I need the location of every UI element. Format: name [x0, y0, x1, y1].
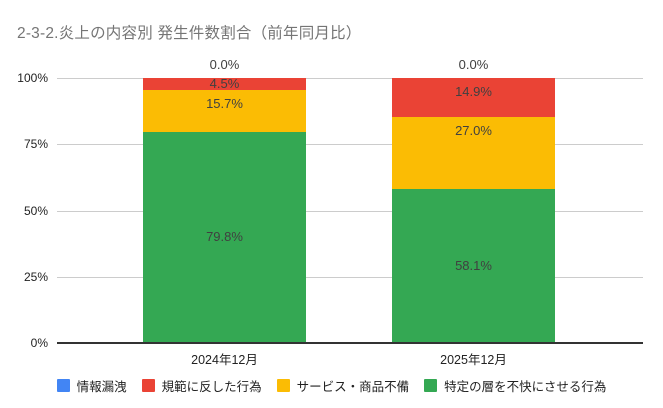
annotation-label-outside: 0.0% [458, 57, 489, 72]
legend-item: 規範に反した行為 [141, 376, 262, 395]
bar-segment[interactable] [143, 89, 306, 132]
x-axis-baseline [57, 342, 643, 344]
gridline [57, 276, 643, 278]
legend-label: サービス・商品不備 [296, 380, 410, 394]
legend-item: 情報漏洩 [56, 376, 127, 395]
annotation-label: 58.1% [455, 258, 492, 274]
annotation-label: 15.7% [206, 95, 243, 111]
annotation-label: 79.8% [206, 229, 243, 245]
bar-segment[interactable] [392, 117, 555, 190]
legend-swatch [141, 379, 155, 392]
gridline [57, 144, 643, 146]
y-tick-label: 75% [23, 137, 48, 152]
y-tick-label: 100% [17, 71, 48, 85]
legend-label: 情報漏洩 [76, 380, 127, 394]
chart-title: 2-3-2.炎上の内容別 発生件数割合（前年同月比） [17, 25, 362, 42]
legend-swatch [56, 379, 70, 392]
legend-swatch [276, 379, 290, 392]
x-tick-label: 2024年12月 [191, 353, 258, 367]
annotation-label: 27.0% [455, 123, 492, 139]
annotation-label: 4.5% [209, 75, 240, 91]
gridline [57, 78, 643, 79]
annotation-label: 14.9% [455, 84, 492, 99]
legend-label: 規範に反した行為 [161, 380, 262, 394]
bar-segment[interactable] [143, 131, 306, 343]
annotation-label-outside: 0.0% [209, 57, 240, 72]
y-tick-label: 50% [23, 203, 48, 218]
y-tick-label: 0% [30, 336, 48, 350]
legend-item: サービス・商品不備 [276, 376, 410, 395]
legend-item: 特定の層を不快にさせる行為 [424, 376, 606, 395]
legend-swatch [424, 379, 438, 392]
bar-segment[interactable] [392, 78, 555, 118]
legend: 情報漏洩 規範に反した行為 サービス・商品不備 特定の層を不快にさせる行為 [0, 376, 663, 395]
y-tick-label: 25% [23, 269, 48, 284]
bar-segment[interactable] [392, 189, 555, 343]
plot-area: 0.0% 4.5% 15.7% 79.8% 2024年12月 0.0% 14.9% 27.0%… [57, 57, 643, 367]
gridline [57, 210, 643, 212]
legend-label: 特定の層を不快にさせる行為 [444, 380, 607, 394]
bar-segment[interactable] [143, 78, 306, 90]
x-tick-label: 2025年12月 [440, 353, 507, 367]
